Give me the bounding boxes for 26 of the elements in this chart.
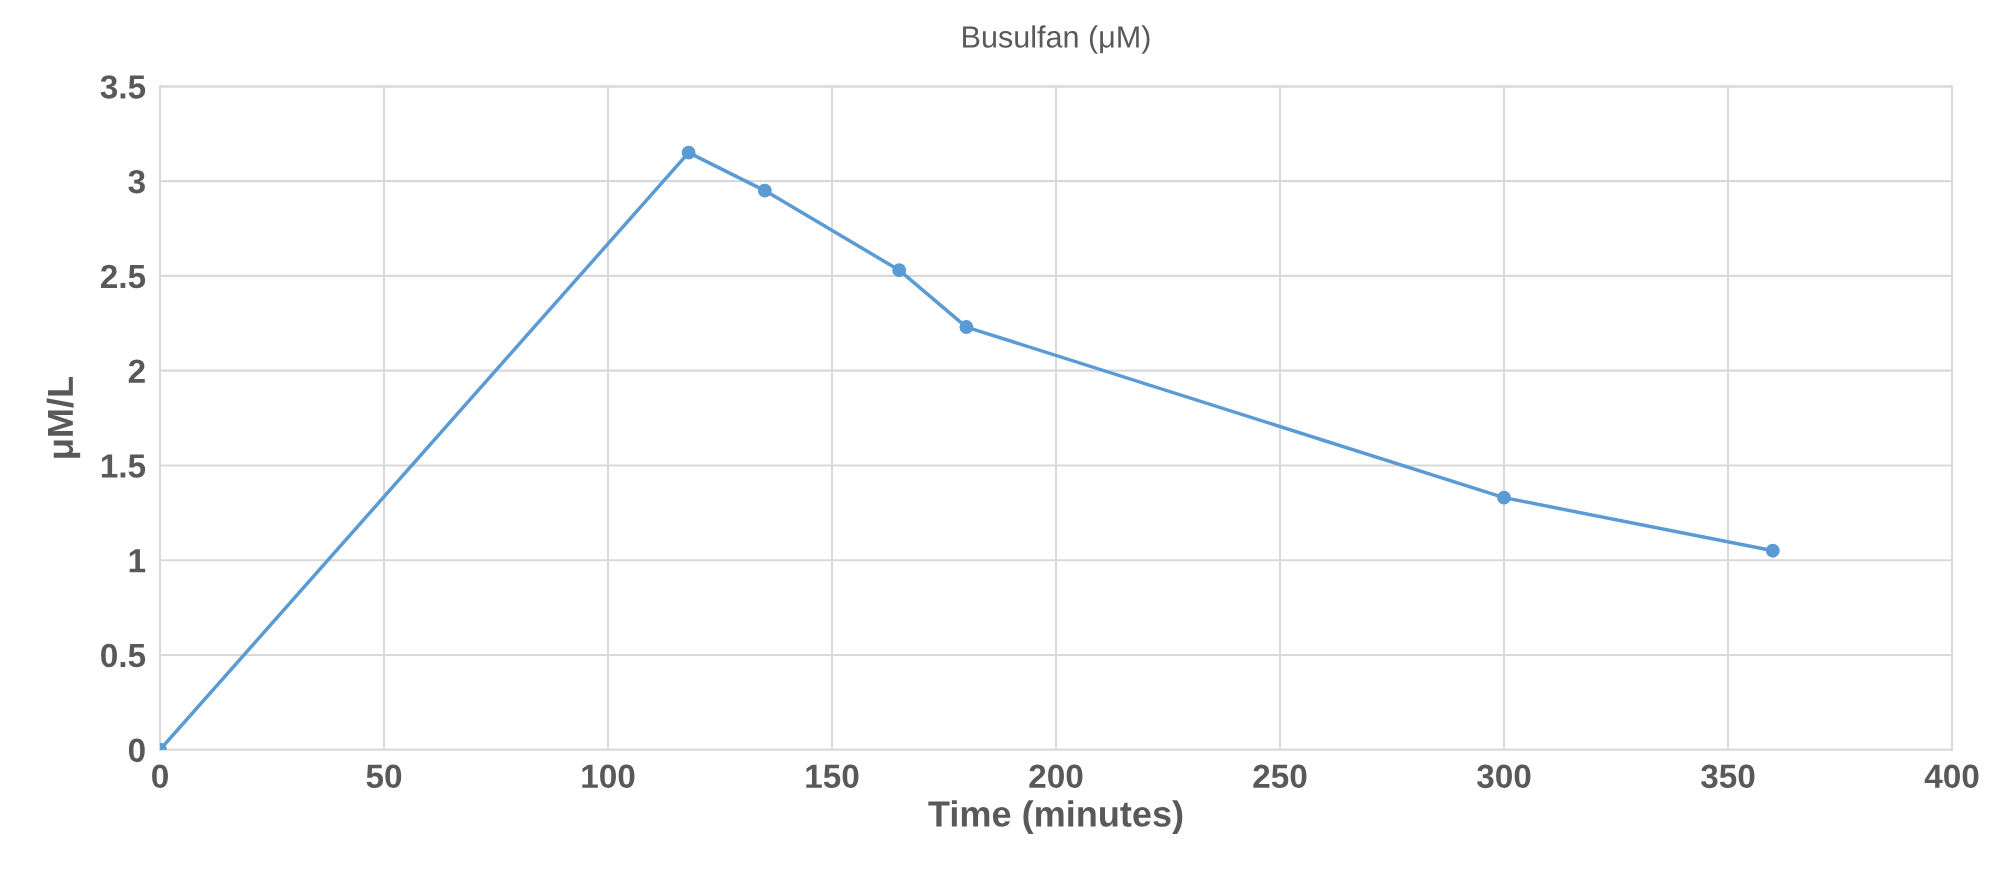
point — [757, 183, 772, 198]
x-axis-title: Time (minutes) — [928, 800, 1183, 834]
x-tick-label: 300 — [1476, 764, 1531, 789]
x-tick-label: 250 — [1253, 764, 1307, 789]
y-tick-label: 2.5 — [100, 264, 146, 289]
x-tick-label: 100 — [582, 764, 635, 789]
x-tick-label: 0 — [152, 764, 168, 789]
y-tick-label: 3.5 — [100, 75, 146, 99]
chart-title: Busulfan (μM) — [963, 25, 1150, 54]
y-tick-label: 1 — [129, 549, 146, 573]
x-tick-label: 350 — [1700, 764, 1755, 789]
y-tick-label: 2 — [128, 359, 145, 383]
x-tick-label: 400 — [1924, 764, 1979, 789]
y-tick-label: 1.5 — [101, 454, 146, 478]
point — [892, 263, 907, 278]
point — [1765, 543, 1780, 558]
point — [1497, 490, 1511, 505]
x-tick-label: 200 — [1029, 764, 1083, 789]
point — [681, 145, 696, 160]
y-axis-title: μM/L — [46, 377, 81, 458]
y-tick-label: 3 — [128, 169, 145, 194]
point — [959, 320, 974, 335]
x-tick-label: 150 — [806, 764, 859, 789]
x-tick-label: 50 — [366, 764, 402, 789]
y-tick-label: 0.5 — [101, 643, 146, 668]
y-tick-label: 0 — [128, 738, 145, 763]
